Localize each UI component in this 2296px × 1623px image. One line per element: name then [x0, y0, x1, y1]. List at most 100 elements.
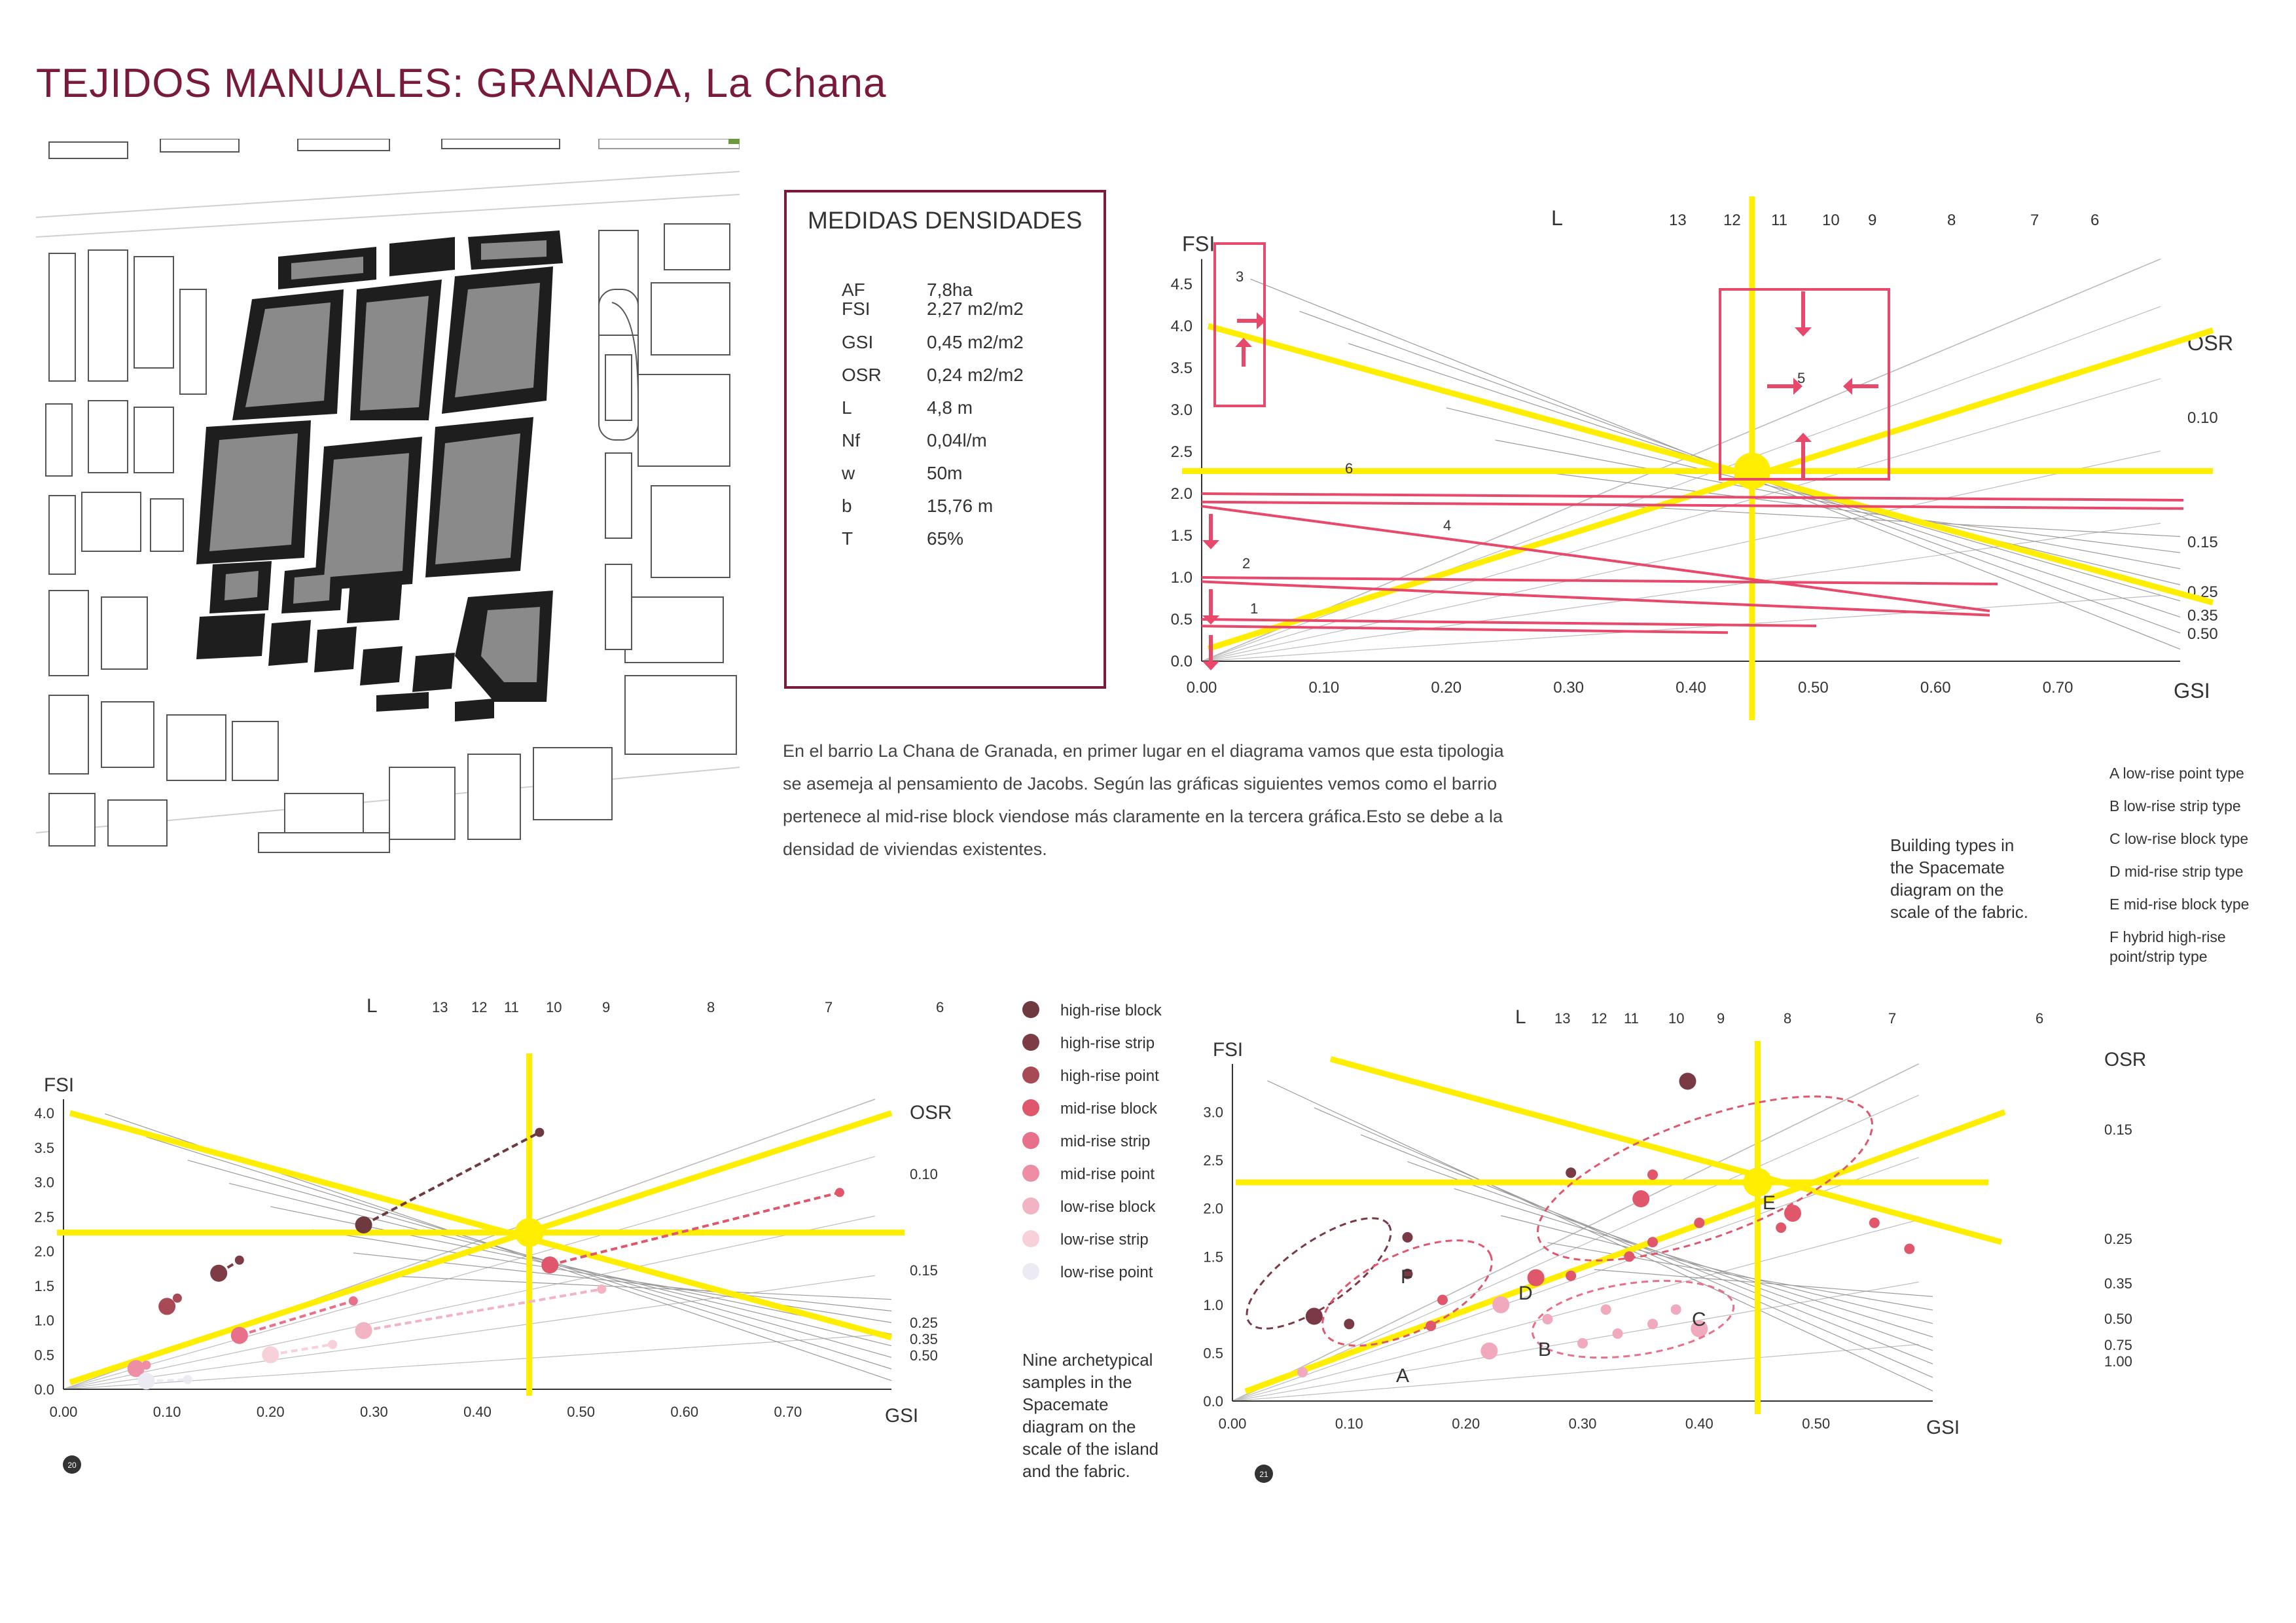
- osr-value-label: 0.35: [910, 1331, 938, 1347]
- osr-line: [1594, 1269, 1933, 1297]
- x-tick-label: 0.20: [1452, 1415, 1480, 1432]
- x-tick-label: 0.40: [1685, 1415, 1713, 1432]
- y-tick-label: 2.0: [34, 1243, 54, 1260]
- y-tick-label: 3.5: [1171, 359, 1193, 377]
- y-axis-title: FSI: [1182, 232, 1215, 256]
- arrow-head: [1843, 378, 1852, 395]
- measure-row: GSI 0,45 m2/m2: [842, 332, 1024, 352]
- osr-line: [1267, 1080, 1933, 1392]
- l-value-label: 10: [546, 999, 562, 1015]
- arrow-head: [1795, 433, 1812, 442]
- legend-item: low-rise block: [1022, 1197, 1155, 1216]
- series-link: [239, 1300, 354, 1337]
- y-tick-label: 3.0: [34, 1175, 54, 1191]
- zone-5-box: [1719, 288, 1890, 481]
- l-value-label: 11: [504, 999, 519, 1015]
- data-point: [1647, 1237, 1658, 1248]
- data-point: [1869, 1217, 1880, 1228]
- data-point: [355, 1216, 372, 1233]
- data-point: [1679, 1072, 1696, 1090]
- legend-item: mid-rise block: [1022, 1099, 1157, 1118]
- arrow-head: [1202, 661, 1219, 670]
- osr-value-label: 0.25: [2104, 1231, 2132, 1247]
- zone-label: 2: [1242, 555, 1250, 572]
- osr-value-label: 0.50: [910, 1347, 938, 1364]
- zone-label: 3: [1236, 268, 1244, 285]
- osr-line: [1446, 407, 2181, 585]
- osr-axis-title: OSR: [2104, 1049, 2146, 1070]
- measure-row: L 4,8 m: [842, 397, 973, 418]
- legend-dot: [1022, 1230, 1039, 1247]
- l-value-label: 9: [602, 999, 610, 1015]
- measures-heading: MEDIDAS DENSIDADES: [808, 207, 1083, 234]
- zone-boundary-line: [1201, 580, 1990, 617]
- data-point: [1566, 1270, 1577, 1281]
- data-point: [1402, 1231, 1413, 1243]
- data-point: [1694, 1217, 1705, 1228]
- arrow-head: [1202, 615, 1219, 625]
- y-tick-label: 4.5: [1171, 276, 1193, 293]
- grid-line: [63, 1156, 875, 1390]
- x-tick-label: 0.20: [1431, 679, 1462, 697]
- grid-line: [1232, 1063, 1919, 1402]
- legend-item: high-rise block: [1022, 1001, 1162, 1020]
- x-tick-label: 0.30: [1569, 1415, 1597, 1432]
- group-label: F: [1401, 1266, 1412, 1288]
- page-title: TEJIDOS MANUALES: GRANADA, La Chana: [36, 61, 887, 106]
- marker-point: [1743, 1167, 1772, 1197]
- group-label: E: [1763, 1192, 1776, 1214]
- data-point: [328, 1340, 338, 1349]
- osr-line: [1360, 1134, 1933, 1364]
- y-tick-label: 2.0: [1171, 485, 1193, 503]
- data-point: [141, 1360, 151, 1370]
- building-type-f-cont: point/strip type: [2109, 948, 2208, 965]
- data-point: [1480, 1342, 1498, 1360]
- data-point: [355, 1322, 372, 1340]
- data-point: [1577, 1338, 1588, 1349]
- series-link: [363, 1288, 602, 1332]
- l-value-label: 8: [1784, 1010, 1791, 1027]
- osr-value-label: 0.15: [2104, 1122, 2132, 1138]
- data-point: [1600, 1304, 1611, 1315]
- y-axis-title: FSI: [44, 1074, 74, 1096]
- osr-line: [1592, 503, 2181, 538]
- page-number: 21: [1259, 1470, 1268, 1479]
- y-tick-label: 3.0: [1171, 401, 1193, 419]
- data-point: [535, 1127, 545, 1137]
- l-value-label: 8: [707, 999, 715, 1015]
- series-link: [549, 1191, 840, 1267]
- l-value-label: 12: [1723, 211, 1741, 229]
- group-ellipse: [1321, 1239, 1493, 1347]
- marker-diagonal-up: [69, 1110, 893, 1385]
- building-type-b: B low-rise strip type: [2109, 797, 2241, 814]
- osr-value-label: 0.10: [2187, 409, 2218, 427]
- y-tick-label: 1.5: [1203, 1249, 1223, 1265]
- legend-dot: [1022, 1165, 1039, 1182]
- osr-value-label: 0.75: [2104, 1337, 2132, 1353]
- group-ellipse: [1536, 1095, 1874, 1262]
- group-label: A: [1396, 1365, 1409, 1387]
- l-value-label: 7: [825, 999, 833, 1015]
- y-tick-label: 4.0: [34, 1105, 54, 1122]
- legend-item: low-rise point: [1022, 1263, 1153, 1282]
- data-point: [1612, 1328, 1623, 1339]
- osr-line: [1314, 1107, 1933, 1378]
- data-point: [1297, 1366, 1308, 1377]
- x-axis-title: GSI: [2174, 679, 2210, 702]
- data-point: [1624, 1251, 1635, 1262]
- x-axis-title: GSI: [885, 1405, 918, 1427]
- measure-row: b 15,76 m: [842, 496, 994, 516]
- samples-caption: Nine archetypical samples in the Spacema…: [1022, 1350, 1159, 1481]
- y-tick-label: 0.0: [1203, 1393, 1223, 1410]
- legend-item: mid-rise strip: [1022, 1132, 1150, 1151]
- osr-line: [270, 1206, 892, 1335]
- x-tick-label: 0.70: [2043, 679, 2073, 697]
- x-tick-label: 0.50: [567, 1404, 595, 1420]
- osr-value-label: 0.50: [2104, 1311, 2132, 1327]
- osr-value-label: 0.10: [910, 1166, 938, 1182]
- description-paragraph: En el barrio La Chana de Granada, en pri…: [783, 741, 1504, 859]
- zone-boundary-line: [1201, 505, 1990, 613]
- y-tick-label: 4.0: [1171, 318, 1193, 335]
- osr-line: [312, 1229, 892, 1323]
- osr-value-label: 0.35: [2187, 607, 2218, 625]
